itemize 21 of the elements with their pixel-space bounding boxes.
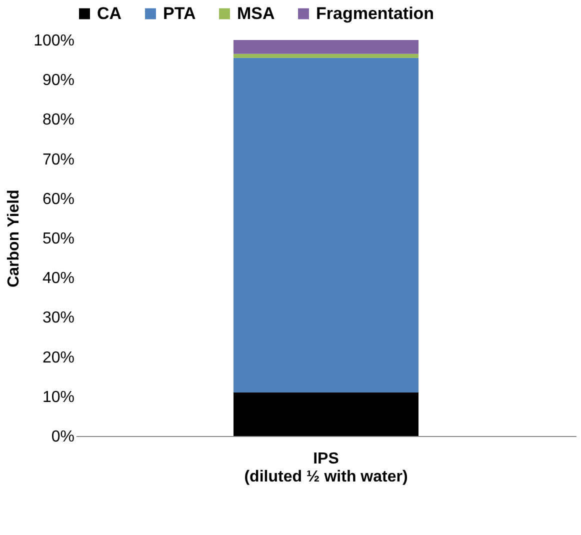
bar	[234, 392, 418, 436]
x-tick-label: IPS (diluted ½ with water)	[244, 450, 408, 486]
bar	[234, 58, 418, 392]
y-tick-label: 10%	[42, 388, 74, 406]
legend-label: MSA	[237, 4, 275, 23]
y-tick-label: 100%	[34, 32, 74, 50]
y-tick-label: 80%	[42, 112, 74, 129]
legend-label: Fragmentation	[316, 4, 434, 23]
y-tick-label: 40%	[42, 270, 74, 288]
y-tick-label: 20%	[42, 349, 74, 366]
y-axis-title: Carbon Yield	[6, 190, 23, 288]
legend-label: PTA	[163, 4, 196, 23]
y-tick-label: 30%	[42, 310, 74, 327]
y-tick-label: 90%	[42, 72, 74, 90]
y-tick-label: 50%	[42, 230, 74, 248]
legend-label: CA	[97, 4, 122, 23]
y-tick-label: 60%	[42, 190, 74, 208]
y-tick-label: 70%	[42, 151, 74, 168]
y-tick-label: 0%	[51, 428, 74, 446]
bar	[234, 54, 418, 58]
bar	[234, 40, 418, 54]
